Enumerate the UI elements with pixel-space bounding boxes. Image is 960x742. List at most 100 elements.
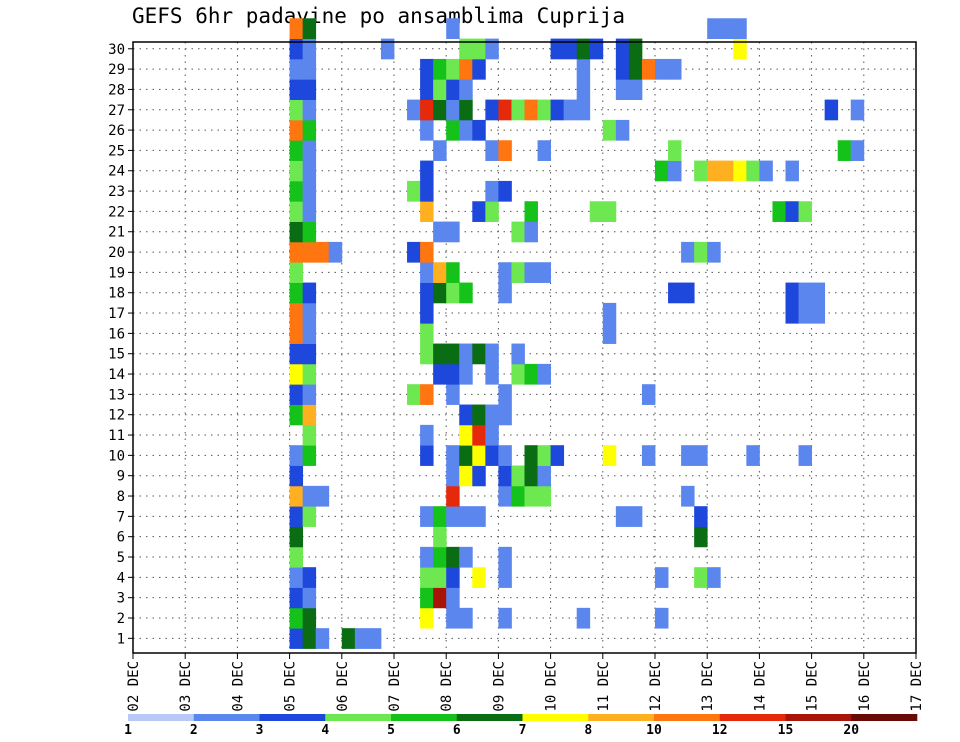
heatmap-cell — [446, 58, 460, 80]
heatmap-cell — [615, 38, 630, 60]
heatmap-cell — [302, 506, 317, 527]
heatmap-cell — [420, 587, 434, 609]
heatmap-cell — [511, 465, 525, 487]
heatmap-cell — [420, 180, 434, 202]
heatmap-cell — [798, 302, 812, 324]
heatmap-cell — [446, 567, 460, 588]
heatmap-cell — [446, 506, 460, 527]
heatmap-cell — [289, 262, 304, 283]
heatmap-cell — [420, 343, 434, 365]
heatmap-cell — [446, 485, 460, 507]
heatmap-cell — [433, 221, 447, 243]
heatmap-cell — [289, 628, 304, 649]
y-tick-label: 14 — [108, 367, 125, 383]
y-tick-label: 19 — [108, 265, 125, 281]
heatmap-cell — [289, 180, 304, 202]
heatmap-cell — [459, 119, 473, 141]
heatmap-cell — [811, 282, 826, 304]
heatmap-cell — [668, 282, 682, 304]
heatmap-cell — [420, 119, 434, 141]
heatmap-cell — [341, 628, 356, 649]
legend-swatch — [193, 714, 260, 721]
heatmap-cell — [420, 323, 434, 344]
heatmap-cell — [485, 140, 499, 161]
heatmap-cell — [433, 526, 447, 548]
y-tick-label: 15 — [108, 347, 125, 363]
heatmap-cell — [302, 160, 317, 182]
heatmap-cell — [459, 282, 473, 304]
heatmap-cell — [446, 221, 460, 243]
heatmap-cell — [602, 445, 617, 466]
legend-label: 8 — [584, 723, 592, 738]
heatmap-cell — [681, 282, 695, 304]
x-tick-label: 16 DEC — [857, 661, 873, 712]
x-tick-label: 12 DEC — [648, 661, 664, 712]
y-tick-label: 30 — [108, 42, 125, 58]
heatmap-cell — [289, 363, 304, 385]
heatmap-cell — [498, 140, 512, 161]
heatmap-cell — [302, 58, 317, 80]
heatmap-cell — [289, 546, 304, 568]
heatmap-cell — [433, 58, 447, 80]
legend-swatch — [785, 714, 852, 721]
heatmap-cell — [302, 140, 317, 161]
heatmap-cell — [289, 282, 304, 304]
legend-label: 20 — [843, 723, 859, 738]
heatmap-cell — [446, 18, 460, 39]
heatmap-cell — [302, 404, 317, 426]
heatmap-cell — [485, 424, 499, 446]
heatmap-cell — [615, 506, 630, 527]
heatmap-cell — [302, 628, 317, 649]
y-tick-label: 12 — [108, 408, 125, 424]
heatmap-cell — [602, 323, 617, 344]
heatmap-cell — [420, 607, 434, 629]
heatmap-cell — [655, 58, 669, 80]
heatmap-cell — [498, 485, 512, 507]
heatmap-cell — [707, 18, 721, 39]
heatmap-cell — [433, 99, 447, 121]
heatmap-cell — [446, 445, 460, 466]
heatmap-cell — [302, 241, 317, 263]
legend-label: 12 — [712, 723, 728, 738]
heatmap-cell — [302, 424, 317, 446]
heatmap-cell — [302, 302, 317, 324]
legend-label: 6 — [453, 723, 461, 738]
heatmap-cell — [420, 262, 434, 283]
heatmap-cell — [302, 180, 317, 202]
heatmap-cell — [302, 79, 317, 100]
heatmap-cell — [420, 445, 434, 466]
heatmap-cell — [472, 119, 486, 141]
heatmap-cell — [485, 445, 499, 466]
heatmap-cell — [498, 404, 512, 426]
y-tick-label: 10 — [108, 448, 125, 464]
heatmap-cell — [785, 201, 799, 222]
heatmap-cell — [315, 485, 330, 507]
legend-swatch — [522, 714, 589, 721]
heatmap-cell — [524, 221, 538, 243]
heatmap-cell — [798, 282, 812, 304]
heatmap-cell — [289, 343, 304, 365]
heatmap-cell — [289, 384, 304, 405]
heatmap-cell — [433, 282, 447, 304]
legend-swatch — [128, 714, 195, 721]
heatmap-cell — [537, 140, 551, 161]
heatmap-cell — [628, 38, 643, 60]
heatmap-cell — [289, 526, 304, 548]
y-tick-label: 23 — [108, 184, 125, 200]
y-tick-label: 8 — [117, 489, 125, 505]
heatmap-cell — [367, 628, 382, 649]
heatmap-cell — [459, 99, 473, 121]
heatmap-cell — [446, 607, 460, 629]
heatmap-cell — [302, 119, 317, 141]
heatmap-cell — [615, 79, 630, 100]
heatmap-cell — [472, 567, 486, 588]
heatmap-cell — [563, 99, 578, 121]
heatmap-cell — [433, 546, 447, 568]
chart-title: GEFS 6hr padavine po ansamblima Cuprija — [132, 4, 626, 28]
heatmap-cell — [498, 384, 512, 405]
legend-swatch — [391, 714, 458, 721]
heatmap-cell — [433, 262, 447, 283]
heatmap-cell — [655, 567, 669, 588]
heatmap-cell — [589, 201, 604, 222]
heatmap-cell — [472, 506, 486, 527]
